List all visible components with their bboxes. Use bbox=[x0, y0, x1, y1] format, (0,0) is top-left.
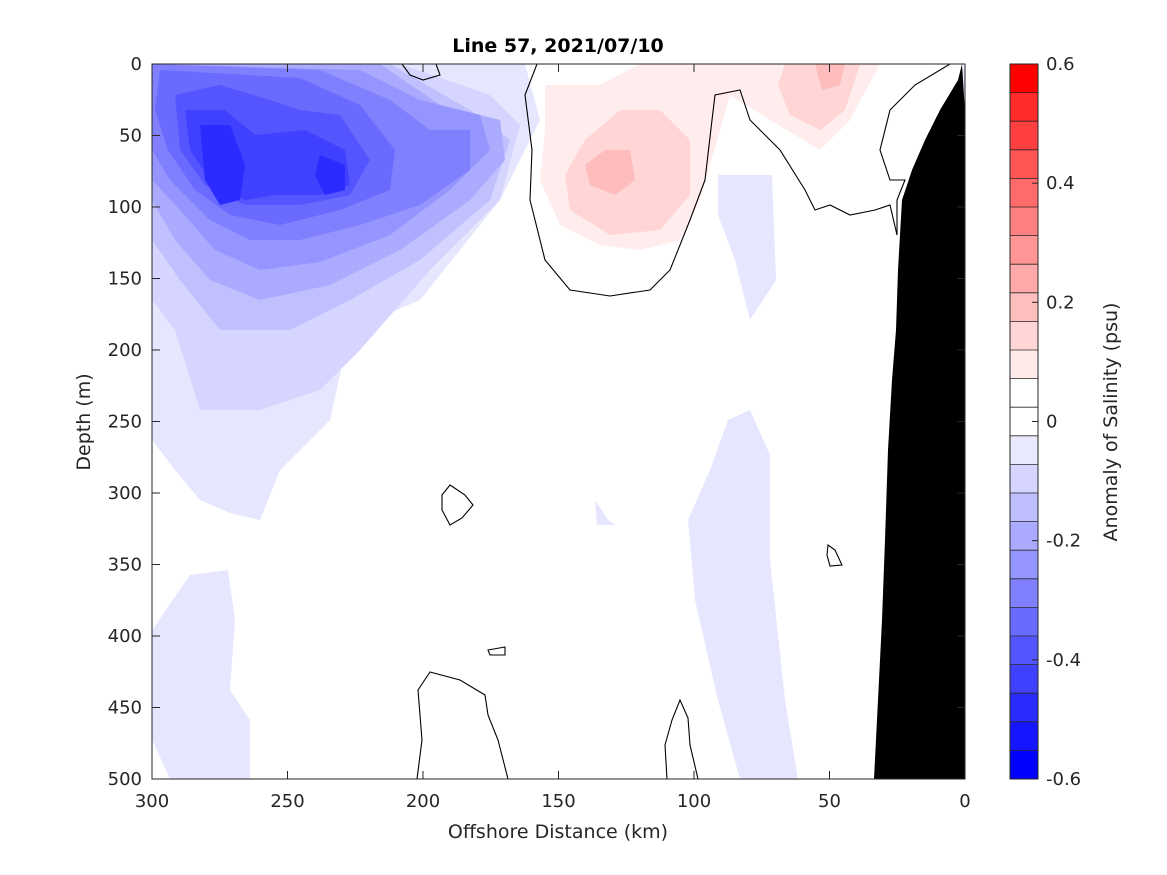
colorbar-segment bbox=[1010, 693, 1038, 723]
colorbar: -0.6 -0.4 -0.2 0 0.2 0.4 0.6 bbox=[1009, 54, 1081, 790]
zero-contour-bottom-mid bbox=[664, 698, 699, 779]
colorbar-segment bbox=[1010, 664, 1038, 694]
x-axis: 300 250 200 150 100 50 0 bbox=[135, 64, 971, 812]
y-tick-label: 350 bbox=[108, 555, 142, 576]
y-axis: 0 50 100 150 200 250 300 350 400 450 500 bbox=[108, 54, 965, 790]
zero-contours bbox=[401, 64, 951, 779]
y-tick-label: 250 bbox=[108, 412, 142, 433]
contour-fill-neg-mid bbox=[718, 175, 776, 320]
contour-fill-neg-0.50 bbox=[200, 125, 245, 205]
y-tick-label: 150 bbox=[108, 269, 142, 290]
y-tick-label: 200 bbox=[108, 340, 142, 361]
x-tick-label: 100 bbox=[677, 791, 711, 812]
colorbar-tick-label: -0.6 bbox=[1046, 769, 1081, 790]
colorbar-segment bbox=[1010, 235, 1038, 265]
colorbar-tick-label: -0.4 bbox=[1046, 650, 1081, 671]
x-tick-label: 200 bbox=[406, 791, 440, 812]
colorbar-segment bbox=[1010, 149, 1038, 179]
contour-fill-pos-0.15-b bbox=[815, 64, 845, 90]
x-tick-label: 250 bbox=[270, 791, 304, 812]
zero-contour-right-loop bbox=[826, 544, 843, 567]
colorbar-segment bbox=[1010, 750, 1038, 780]
colorbar-segment bbox=[1010, 64, 1038, 94]
colorbar-segment bbox=[1010, 721, 1038, 751]
colorbar-label: Anomaly of Salinity (psu) bbox=[1100, 303, 1122, 542]
colorbar-segment bbox=[1010, 607, 1038, 637]
colorbar-tick-label: 0.4 bbox=[1046, 173, 1075, 194]
zero-contour-positive-region bbox=[524, 64, 951, 297]
y-axis-label: Depth (m) bbox=[73, 373, 95, 470]
colorbar-segment bbox=[1010, 321, 1038, 351]
y-tick-label: 450 bbox=[108, 698, 142, 719]
colorbar-segment bbox=[1010, 435, 1038, 465]
colorbar-segment bbox=[1010, 378, 1038, 408]
y-tick-label: 500 bbox=[108, 769, 142, 790]
colorbar-segment bbox=[1010, 578, 1038, 608]
colorbar-segment bbox=[1010, 550, 1038, 580]
colorbar-segment bbox=[1010, 292, 1038, 322]
zero-contour-bottom-left bbox=[416, 671, 509, 779]
chart-title: Line 57, 2021/07/10 bbox=[452, 35, 664, 57]
zero-contour-mid-loop bbox=[441, 484, 474, 526]
colorbar-segment bbox=[1010, 92, 1038, 122]
colorbar-tick-label: 0.6 bbox=[1046, 54, 1075, 75]
contour-fill-pos-0.15 bbox=[585, 150, 635, 195]
colorbar-segment bbox=[1010, 636, 1038, 666]
colorbar-segment bbox=[1010, 493, 1038, 523]
contour-fill-neg-deep bbox=[688, 410, 798, 779]
bathymetry bbox=[874, 64, 965, 779]
colorbar-segment bbox=[1010, 521, 1038, 551]
x-tick-label: 50 bbox=[818, 791, 841, 812]
colorbar-segment bbox=[1010, 264, 1038, 294]
colorbar-segment bbox=[1010, 121, 1038, 151]
salinity-anomaly-field bbox=[152, 64, 965, 779]
y-tick-label: 50 bbox=[119, 126, 142, 147]
contour-fill-neg-0.50-b bbox=[315, 155, 345, 195]
colorbar-segment bbox=[1010, 464, 1038, 494]
colorbar-segment bbox=[1010, 207, 1038, 237]
colorbar-tick-label: 0 bbox=[1046, 412, 1057, 433]
y-tick-label: 0 bbox=[131, 54, 142, 75]
contour-fill-neg-small bbox=[595, 500, 615, 525]
x-tick-label: 150 bbox=[541, 791, 575, 812]
y-tick-label: 300 bbox=[108, 483, 142, 504]
x-tick-label: 0 bbox=[959, 791, 970, 812]
contour-fill-neg-bottom bbox=[152, 570, 250, 779]
colorbar-tick-label: 0.2 bbox=[1046, 292, 1075, 313]
y-tick-label: 100 bbox=[108, 197, 142, 218]
zero-contour-surface-loop bbox=[401, 64, 441, 81]
colorbar-tick-label: -0.2 bbox=[1046, 531, 1081, 552]
x-axis-label: Offshore Distance (km) bbox=[448, 821, 668, 843]
y-tick-label: 400 bbox=[108, 626, 142, 647]
colorbar-segment bbox=[1010, 350, 1038, 380]
x-tick-label: 300 bbox=[135, 791, 169, 812]
zero-contour-small-loop bbox=[487, 646, 506, 656]
